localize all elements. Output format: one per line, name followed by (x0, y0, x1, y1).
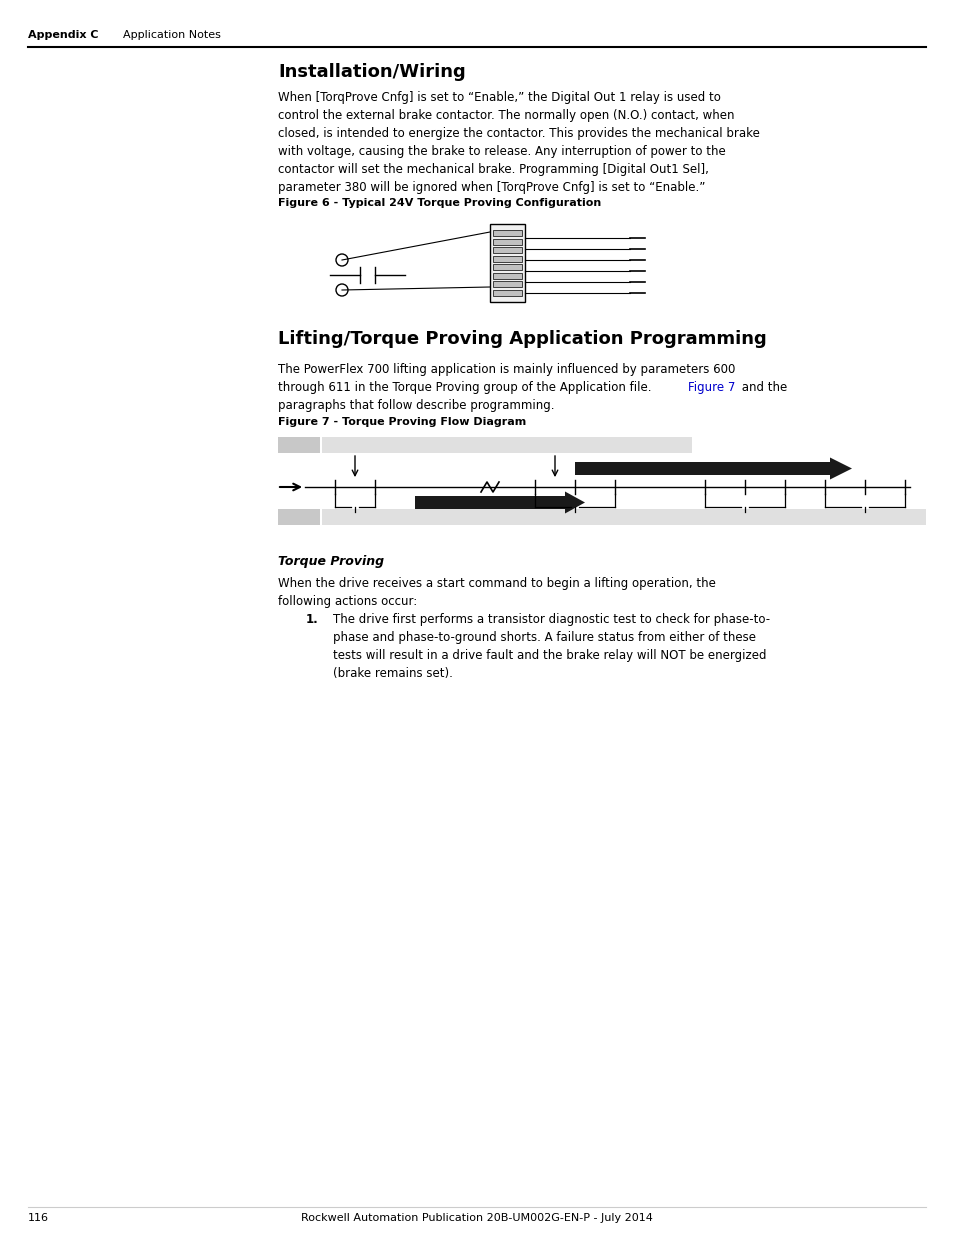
Text: The drive first performs a transistor diagnostic test to check for phase-to-
pha: The drive first performs a transistor di… (333, 613, 769, 680)
FancyArrow shape (575, 457, 851, 479)
Text: The PowerFlex 700 lifting application is mainly influenced by parameters 600: The PowerFlex 700 lifting application is… (277, 363, 735, 375)
Text: and the: and the (737, 382, 786, 394)
Text: Installation/Wiring: Installation/Wiring (277, 63, 465, 82)
Bar (277, 509, 319, 525)
Bar (322, 437, 691, 453)
Bar (493, 231, 521, 236)
Text: Torque Proving: Torque Proving (277, 555, 384, 568)
Bar (493, 273, 521, 279)
Text: When the drive receives a start command to begin a lifting operation, the
follow: When the drive receives a start command … (277, 577, 715, 608)
Text: Lifting/Torque Proving Application Programming: Lifting/Torque Proving Application Progr… (277, 330, 766, 348)
Text: paragraphs that follow describe programming.: paragraphs that follow describe programm… (277, 399, 554, 412)
Bar (493, 247, 521, 253)
Bar (493, 282, 521, 288)
Bar (277, 437, 319, 453)
FancyArrow shape (415, 492, 584, 514)
Text: Rockwell Automation Publication 20B-UM002G-EN-P - July 2014: Rockwell Automation Publication 20B-UM00… (301, 1213, 652, 1223)
Bar (493, 240, 521, 245)
Text: 1.: 1. (306, 613, 318, 626)
Bar (322, 509, 925, 525)
Text: through 611 in the Torque Proving group of the Application file.: through 611 in the Torque Proving group … (277, 382, 655, 394)
Text: Application Notes: Application Notes (123, 30, 221, 40)
Bar (493, 256, 521, 262)
Text: Figure 7: Figure 7 (687, 382, 734, 394)
Text: Figure 6 - Typical 24V Torque Proving Configuration: Figure 6 - Typical 24V Torque Proving Co… (277, 198, 600, 207)
Text: When [TorqProve Cnfg] is set to “Enable,” the Digital Out 1 relay is used to
con: When [TorqProve Cnfg] is set to “Enable,… (277, 91, 760, 194)
Bar (493, 264, 521, 270)
Text: 116: 116 (28, 1213, 49, 1223)
Text: Figure 7 - Torque Proving Flow Diagram: Figure 7 - Torque Proving Flow Diagram (277, 417, 526, 427)
Bar (490, 224, 524, 303)
Bar (493, 290, 521, 296)
Text: Appendix C: Appendix C (28, 30, 98, 40)
